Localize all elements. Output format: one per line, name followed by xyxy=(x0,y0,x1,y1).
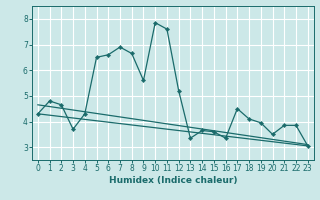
X-axis label: Humidex (Indice chaleur): Humidex (Indice chaleur) xyxy=(108,176,237,185)
